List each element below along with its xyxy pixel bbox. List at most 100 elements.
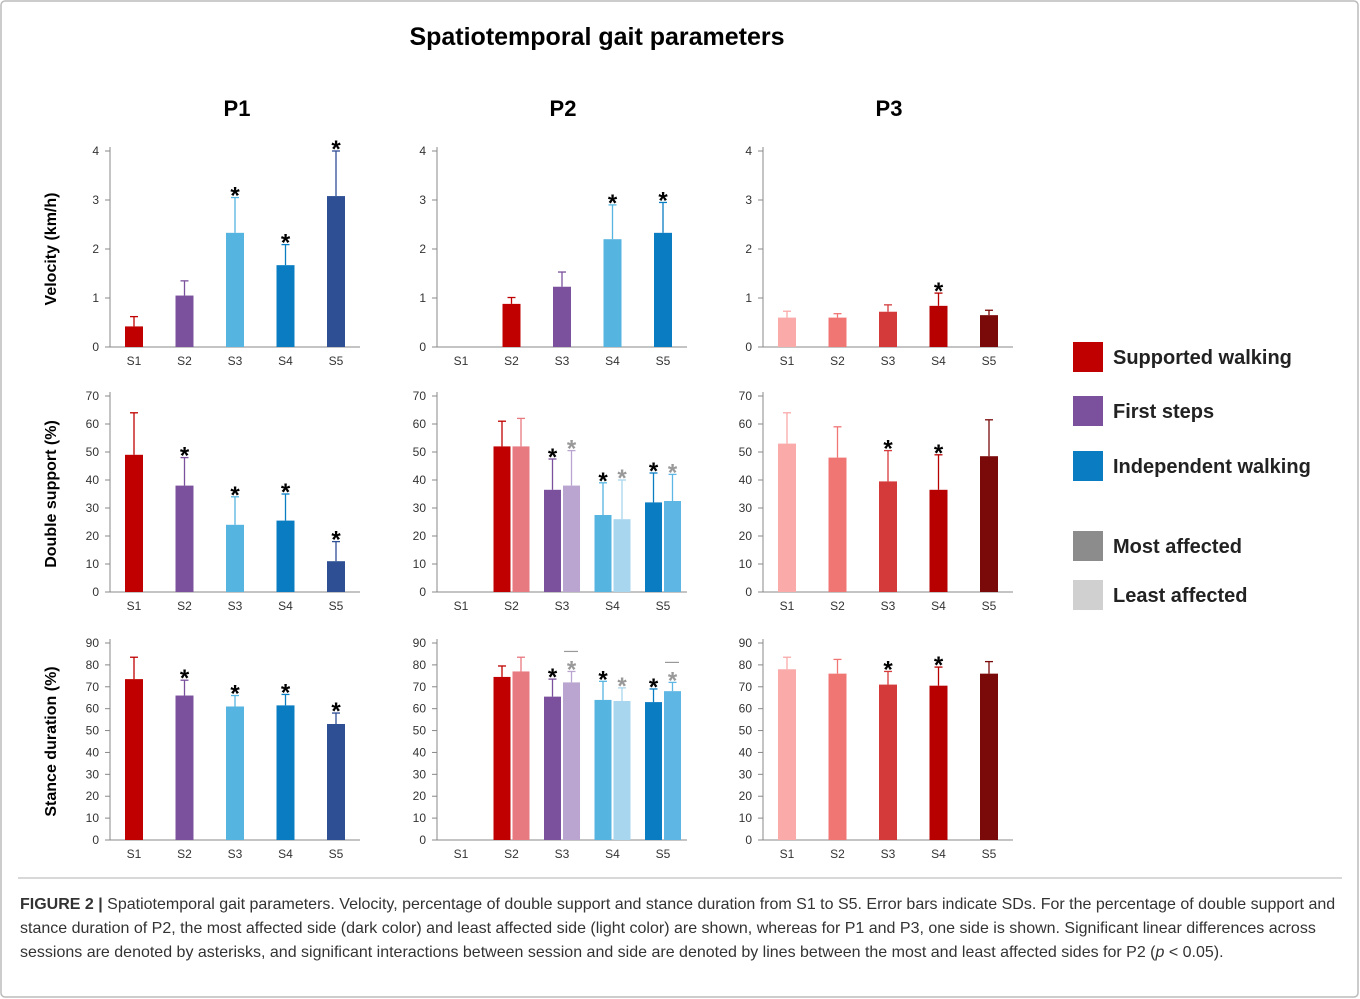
y-tick-label: 0	[745, 585, 752, 599]
bar	[828, 673, 847, 840]
asterisk: *	[608, 190, 618, 217]
x-tick-label: S2	[504, 354, 519, 368]
y-tick-label: 80	[86, 658, 100, 672]
x-tick-label: S5	[982, 354, 997, 368]
asterisk: *	[934, 652, 944, 679]
y-tick-label: 2	[92, 242, 99, 256]
y-tick-label: 20	[86, 529, 100, 543]
y-tick-label: 80	[413, 658, 427, 672]
asterisk: *	[649, 458, 659, 485]
x-tick-label: S3	[555, 354, 570, 368]
x-tick-label: S2	[830, 354, 845, 368]
y-tick-label: 50	[739, 445, 753, 459]
x-tick-label: S2	[504, 599, 519, 613]
y-tick-label: 70	[86, 680, 100, 694]
y-tick-label: 0	[419, 340, 426, 354]
y-tick-label: 10	[86, 557, 100, 571]
column-title: P1	[224, 96, 251, 121]
asterisk: *	[567, 436, 577, 463]
y-tick-label: 0	[419, 833, 426, 847]
x-tick-label: S5	[982, 599, 997, 613]
y-tick-label: 20	[413, 529, 427, 543]
caption-italic: p	[1155, 944, 1165, 961]
bar	[778, 317, 796, 347]
x-tick-label: S4	[931, 847, 946, 861]
legend-swatch	[1073, 580, 1103, 610]
y-tick-label: 30	[86, 501, 100, 515]
y-tick-label: 50	[413, 445, 427, 459]
asterisk: *	[548, 444, 558, 471]
x-tick-label: S1	[127, 599, 142, 613]
y-tick-label: 10	[86, 811, 100, 825]
y-tick-label: 70	[86, 389, 100, 403]
asterisk: *	[180, 665, 190, 692]
y-tick-label: 10	[413, 811, 427, 825]
asterisk: *	[617, 673, 627, 700]
bar	[929, 305, 948, 347]
asterisk: *	[883, 656, 893, 683]
legend-swatch	[1073, 531, 1103, 561]
x-tick-label: S2	[177, 599, 192, 613]
bar	[175, 485, 194, 592]
y-tick-label: 0	[745, 340, 752, 354]
y-tick-label: 20	[413, 789, 427, 803]
bar	[276, 705, 295, 840]
x-tick-label: S5	[656, 354, 671, 368]
y-tick-label: 20	[739, 789, 753, 803]
y-tick-label: 30	[86, 767, 100, 781]
y-tick-label: 3	[92, 193, 99, 207]
x-tick-label: S2	[504, 847, 519, 861]
asterisk: *	[668, 667, 678, 694]
asterisk: *	[649, 674, 659, 701]
bar	[664, 691, 681, 840]
y-tick-label: 4	[419, 144, 426, 158]
asterisk: *	[331, 136, 341, 163]
y-axis-label: Velocity (km/h)	[43, 193, 60, 306]
bar	[980, 456, 998, 592]
asterisk: *	[281, 479, 291, 506]
x-tick-label: S4	[278, 354, 293, 368]
bar	[512, 671, 530, 840]
column-title: P2	[550, 96, 577, 121]
y-tick-label: 70	[413, 389, 427, 403]
bar	[594, 699, 612, 840]
x-tick-label: S3	[881, 847, 896, 861]
y-tick-label: 40	[86, 745, 100, 759]
y-tick-label: 60	[86, 417, 100, 431]
y-tick-label: 1	[419, 291, 426, 305]
legend-label: Supported walking	[1113, 347, 1292, 369]
bar	[493, 446, 511, 592]
y-tick-label: 40	[413, 745, 427, 759]
y-tick-label: 40	[739, 745, 753, 759]
y-tick-label: 70	[739, 389, 753, 403]
bar	[175, 695, 194, 840]
y-tick-label: 30	[413, 501, 427, 515]
y-tick-label: 30	[739, 767, 753, 781]
bar	[327, 723, 345, 840]
bar	[879, 684, 897, 840]
column-title: P3	[876, 96, 903, 121]
y-tick-label: 3	[745, 193, 752, 207]
asterisk: *	[934, 440, 944, 467]
bar	[778, 443, 796, 592]
x-tick-label: S4	[278, 599, 293, 613]
x-tick-label: S4	[605, 599, 620, 613]
asterisk: *	[598, 468, 608, 495]
x-tick-label: S5	[656, 599, 671, 613]
caption-text: Spatiotemporal gait parameters. Velocity…	[20, 896, 1336, 961]
bar	[828, 457, 847, 592]
bar	[553, 286, 571, 347]
x-tick-label: S2	[177, 847, 192, 861]
bar	[502, 303, 521, 347]
x-tick-label: S1	[780, 354, 795, 368]
asterisk: *	[180, 443, 190, 470]
y-tick-label: 3	[419, 193, 426, 207]
x-tick-label: S4	[605, 354, 620, 368]
bar	[645, 502, 662, 592]
x-tick-label: S1	[780, 847, 795, 861]
x-tick-label: S1	[780, 599, 795, 613]
bar	[563, 682, 580, 840]
bar	[544, 489, 561, 592]
bar	[654, 232, 672, 347]
x-tick-label: S3	[881, 354, 896, 368]
